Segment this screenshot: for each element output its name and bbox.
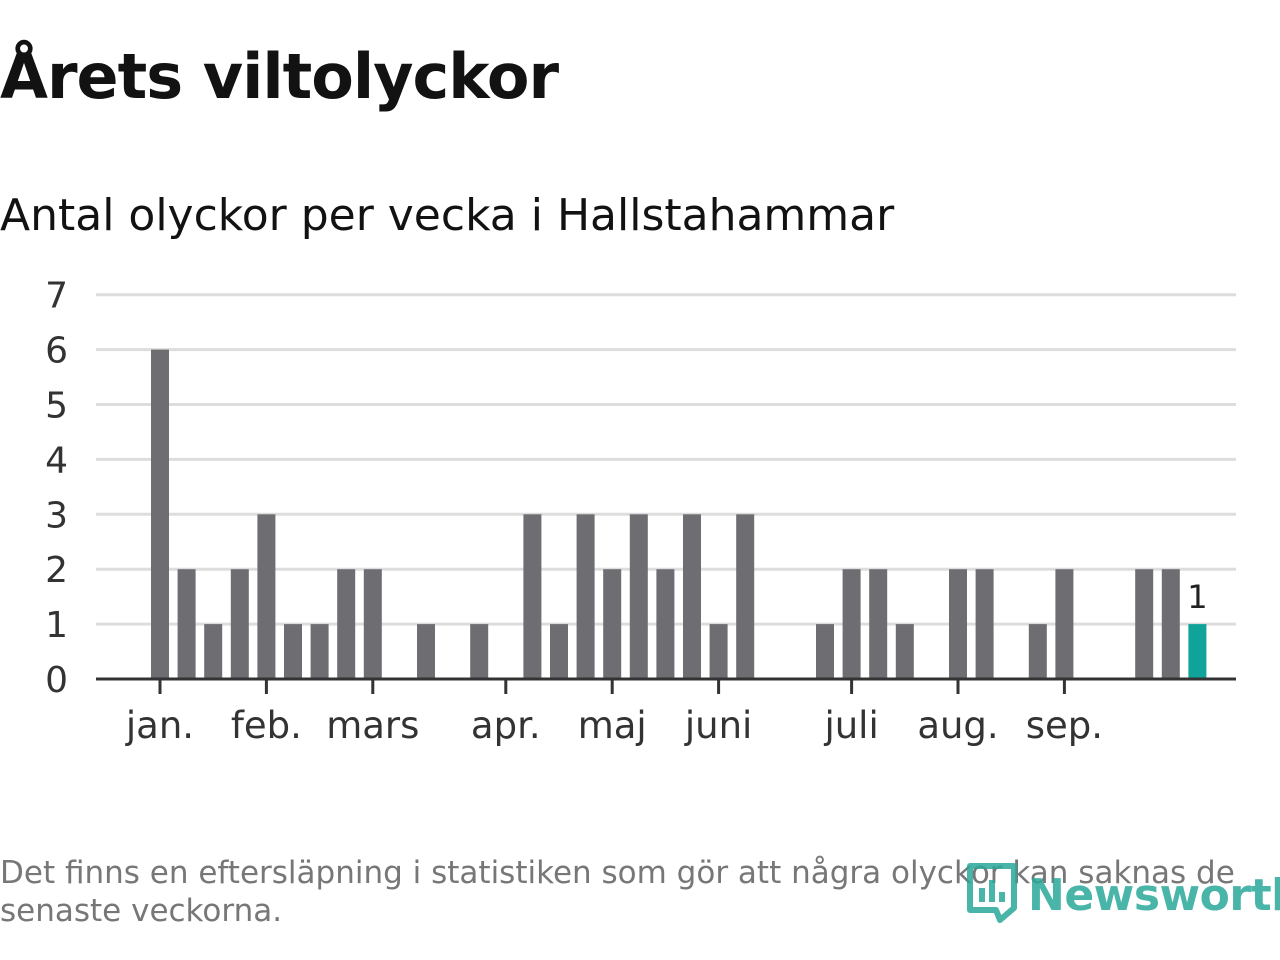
y-tick-label: 3 [45, 495, 68, 536]
bar [284, 624, 302, 679]
bar [1161, 569, 1180, 679]
y-tick-label: 2 [45, 550, 68, 591]
bar [230, 569, 249, 679]
gridlines [96, 293, 1236, 626]
bar [151, 349, 169, 679]
y-tick-label: 7 [45, 276, 68, 317]
bars: 1 [151, 349, 1208, 679]
bar [363, 569, 382, 679]
bar [816, 624, 834, 679]
bar [629, 514, 648, 679]
bar-chart: 0 1 2 3 4 5 6 7 1 jan. feb. mars apr. maj juni juli au… [45, 276, 1236, 747]
bar [736, 514, 755, 679]
y-axis-ticks: 0 1 2 3 4 5 6 7 [45, 276, 68, 701]
bar [257, 514, 276, 679]
bar [975, 569, 994, 679]
y-tick-label: 6 [45, 331, 68, 372]
bar [709, 624, 728, 679]
x-tick-label: maj [578, 704, 647, 747]
y-tick-label: 0 [45, 660, 68, 701]
bar [337, 569, 356, 679]
bar [576, 514, 595, 679]
newsworthy-logo: Newsworthy [966, 862, 1280, 928]
y-tick-label: 1 [45, 605, 68, 646]
x-tick-label: aug. [917, 704, 998, 747]
newsworthy-logo-icon [967, 863, 1017, 923]
x-tick-label: sep. [1026, 704, 1103, 747]
bar [523, 514, 542, 679]
bar [470, 624, 489, 679]
highlight-bar [1188, 624, 1207, 679]
brand-name: Newsworthy [1028, 869, 1280, 921]
bar [1135, 569, 1154, 679]
footnote: Det finns en eftersläpning i statistiken… [0, 855, 1235, 929]
x-tick-label: juli [823, 704, 878, 747]
bar [550, 624, 568, 679]
highlight-data-label: 1 [1187, 578, 1207, 616]
bar [869, 569, 888, 679]
chart-title: Årets viltolyckor [0, 40, 559, 113]
bar [603, 569, 622, 679]
x-tick-label: juni [684, 704, 752, 747]
x-tick-label: apr. [471, 704, 541, 747]
bar [683, 514, 701, 679]
x-tick-label: jan. [125, 704, 194, 747]
chart-subtitle: Antal olyckor per vecka i Hallstahammar [0, 190, 895, 241]
bar [895, 624, 914, 679]
bar [310, 624, 329, 679]
y-tick-label: 5 [45, 386, 68, 427]
bar [204, 624, 223, 679]
bar [417, 624, 435, 679]
bar [1055, 569, 1074, 679]
bar [842, 569, 861, 679]
x-axis-ticks: jan. feb. mars apr. maj juni juli aug. sep. [125, 679, 1103, 747]
bar [177, 569, 196, 679]
bar [1028, 624, 1047, 679]
x-tick-label: mars [326, 704, 419, 747]
bar [656, 569, 675, 679]
y-tick-label: 4 [45, 440, 68, 481]
bar [949, 569, 967, 679]
x-tick-label: feb. [231, 704, 302, 747]
